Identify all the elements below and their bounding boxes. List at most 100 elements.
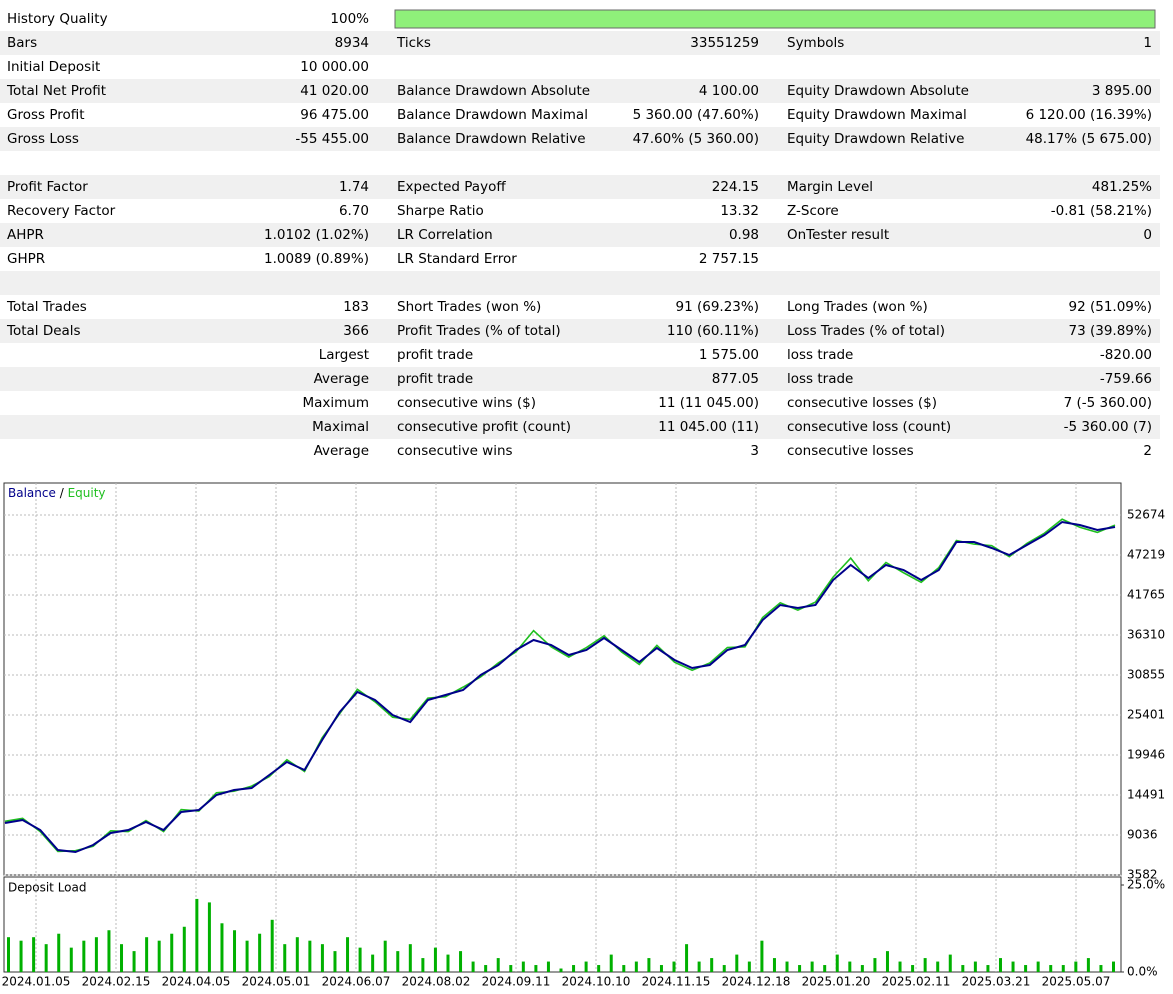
bar <box>333 951 337 972</box>
stat-label: Expected Payoff <box>397 179 506 195</box>
bar <box>672 961 676 972</box>
x-tick-label: 2025.05.07 <box>1042 975 1111 989</box>
y-tick-label: 25401 <box>1127 707 1165 721</box>
bar <box>308 940 312 972</box>
bar <box>1099 965 1103 972</box>
stat-value: 11 (11 045.00) <box>658 395 759 411</box>
bar <box>207 902 211 972</box>
bar <box>697 961 701 972</box>
stat-value: 6.70 <box>339 203 369 219</box>
row-background <box>0 175 1160 199</box>
stat-label: loss trade <box>787 371 853 387</box>
stat-label: consecutive loss (count) <box>787 419 951 435</box>
stat-label: consecutive profit (count) <box>397 419 571 435</box>
stat-label: Equity Drawdown Maximal <box>787 107 967 123</box>
row-background <box>0 271 1160 295</box>
bar <box>408 944 412 972</box>
bar <box>848 961 852 972</box>
bar <box>82 940 86 972</box>
bar <box>371 954 375 972</box>
stat-label: History Quality <box>7 11 108 27</box>
row-background <box>0 223 1160 247</box>
bar <box>32 937 36 972</box>
bar <box>622 965 626 972</box>
stat-value: 92 (51.09%) <box>1069 299 1152 315</box>
history-quality-bar <box>394 9 1156 29</box>
row-background <box>0 367 1160 391</box>
stat-value: -759.66 <box>1100 371 1152 387</box>
x-tick-label: 2024.11.15 <box>642 975 711 989</box>
stat-value: 10 000.00 <box>300 59 369 75</box>
row-backgrounds <box>0 31 1160 439</box>
y-tick-label: 52674 <box>1127 508 1165 522</box>
legend-entry: Equity <box>68 486 106 500</box>
bar <box>421 958 425 972</box>
stat-value: 100% <box>330 11 369 27</box>
legend-entry: Balance <box>8 486 56 500</box>
bar <box>898 961 902 972</box>
bar <box>245 940 249 972</box>
stat-value: 73 (39.89%) <box>1069 323 1152 339</box>
bar <box>973 961 977 972</box>
stat-value: 6 120.00 (16.39%) <box>1026 107 1152 123</box>
stat-label: Recovery Factor <box>7 203 116 219</box>
bar <box>233 930 237 972</box>
stat-label: profit trade <box>397 371 473 387</box>
stat-value: 48.17% (5 675.00) <box>1026 131 1152 147</box>
bar <box>948 954 952 972</box>
stat-label: Total Net Profit <box>6 83 106 99</box>
stat-label: Short Trades (won %) <box>397 299 541 315</box>
y-tick-label: 19946 <box>1127 748 1165 762</box>
bar <box>383 940 387 972</box>
bar <box>1036 961 1040 972</box>
bar <box>170 933 174 972</box>
stat-value: 8934 <box>335 35 369 51</box>
stat-value: 7 (-5 360.00) <box>1064 395 1152 411</box>
bar <box>433 947 437 972</box>
stat-label: Total Deals <box>6 323 81 339</box>
stat-label: LR Correlation <box>397 227 493 243</box>
stat-value: 33551259 <box>690 35 759 51</box>
stat-label: Balance Drawdown Absolute <box>397 83 590 99</box>
stat-value: 3 895.00 <box>1092 83 1152 99</box>
bar <box>19 940 23 972</box>
bar <box>923 958 927 972</box>
bar <box>534 965 538 972</box>
bar <box>69 947 73 972</box>
legend: Balance / Equity <box>8 486 106 500</box>
stat-value: 91 (69.23%) <box>676 299 759 315</box>
deposit-chart-frame <box>3 876 1122 973</box>
bar <box>747 961 751 972</box>
stat-label: Bars <box>7 35 37 51</box>
chart-title: Deposit Load <box>8 881 86 895</box>
bar <box>961 965 965 972</box>
stat-value: 224.15 <box>712 179 759 195</box>
stat-value: 11 045.00 (11) <box>658 419 759 435</box>
bar <box>1074 961 1078 972</box>
y-tick-label: 41765 <box>1127 587 1165 601</box>
stat-label: consecutive wins ($) <box>397 395 536 411</box>
stat-value: 5 360.00 (47.60%) <box>633 107 759 123</box>
bar <box>1112 961 1115 972</box>
stat-value: 2 757.15 <box>699 251 759 267</box>
bar <box>735 954 739 972</box>
bar <box>132 951 136 972</box>
stat-value: Largest <box>319 347 369 363</box>
stat-label: Equity Drawdown Absolute <box>787 83 969 99</box>
x-tick-label: 2024.09.11 <box>482 975 551 989</box>
stat-value: Average <box>314 443 369 459</box>
stat-label: AHPR <box>7 227 44 243</box>
bar <box>860 965 864 972</box>
bar <box>798 965 802 972</box>
stat-label: Loss Trades (% of total) <box>787 323 945 339</box>
x-tick-label: 2024.10.10 <box>562 975 631 989</box>
bar <box>998 958 1002 972</box>
stat-value: 13.32 <box>720 203 759 219</box>
stat-label: Z-Score <box>787 203 839 219</box>
bar <box>885 951 889 972</box>
stat-label: loss trade <box>787 347 853 363</box>
row-background <box>0 319 1160 343</box>
stat-label: consecutive losses <box>787 443 914 459</box>
stat-value: 3 <box>750 443 759 459</box>
stat-label: Equity Drawdown Relative <box>787 131 964 147</box>
